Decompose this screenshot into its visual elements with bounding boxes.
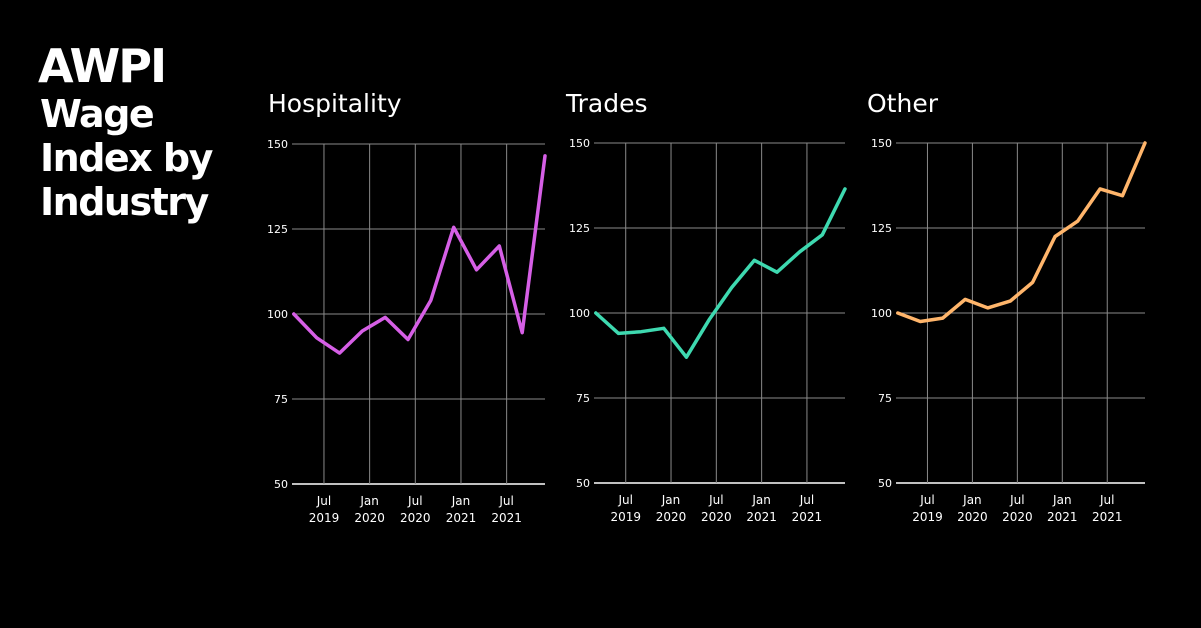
other-ytick-label: 150 — [871, 137, 892, 150]
hospitality-xtick-month: Jul — [498, 494, 513, 508]
hospitality-ytick-label: 125 — [267, 223, 288, 236]
trades-xtick-month: Jul — [617, 493, 632, 507]
trades-ytick-label: 150 — [569, 137, 590, 150]
trades-xtick-month: Jan — [751, 493, 771, 507]
other-xtick-month: Jan — [962, 493, 982, 507]
trades-xtick-year: 2021 — [746, 510, 777, 524]
other-series-line — [896, 141, 1147, 324]
other-xtick-year: 2021 — [1047, 510, 1078, 524]
trades-xtick-year: 2021 — [792, 510, 823, 524]
other-xtick-year: 2020 — [1002, 510, 1033, 524]
hospitality-xtick-year: 2019 — [309, 511, 340, 525]
chart-title-trades: Trades — [566, 89, 648, 118]
hospitality-xtick-year: 2021 — [446, 511, 477, 525]
awpi-logo: AWPI — [38, 39, 167, 88]
other-xtick-year: 2020 — [957, 510, 988, 524]
hospitality-xtick-year: 2020 — [400, 511, 431, 525]
chart-title-hospitality: Hospitality — [268, 89, 402, 118]
hospitality-xtick-month: Jul — [316, 494, 331, 508]
other-ytick-label: 50 — [878, 477, 892, 490]
other-xtick-month: Jul — [919, 493, 934, 507]
other-ytick-label: 125 — [871, 222, 892, 235]
other-xtick-month: Jan — [1052, 493, 1072, 507]
hospitality-xtick-year: 2021 — [491, 511, 522, 525]
hospitality-xtick-month: Jan — [359, 494, 379, 508]
trades-ytick-label: 100 — [569, 307, 590, 320]
trades-xtick-month: Jul — [708, 493, 723, 507]
hospitality-series-line — [292, 154, 547, 355]
other-xtick-month: Jul — [1099, 493, 1114, 507]
trades-series-line — [594, 187, 847, 359]
hospitality-xtick-year: 2020 — [354, 511, 385, 525]
hospitality-xtick-month: Jan — [451, 494, 471, 508]
trades-xtick-year: 2019 — [610, 510, 641, 524]
hospitality-ytick-label: 50 — [274, 478, 288, 491]
trades-ytick-label: 50 — [576, 477, 590, 490]
logo-text: AWPI — [38, 39, 165, 88]
trades-xtick-month: Jul — [799, 493, 814, 507]
other-xtick-year: 2019 — [912, 510, 943, 524]
hospitality-ytick-label: 100 — [267, 308, 288, 321]
other-xtick-year: 2021 — [1092, 510, 1123, 524]
trades-xtick-year: 2020 — [656, 510, 687, 524]
other-xtick-month: Jul — [1009, 493, 1024, 507]
other-ytick-label: 75 — [878, 392, 892, 405]
trades-ytick-label: 125 — [569, 222, 590, 235]
trades-xtick-year: 2020 — [701, 510, 732, 524]
chart-title-other: Other — [867, 89, 938, 118]
trades-xtick-month: Jan — [661, 493, 681, 507]
page-title: Wage Index by Industry — [40, 92, 213, 224]
hospitality-xtick-month: Jul — [407, 494, 422, 508]
trades-ytick-label: 75 — [576, 392, 590, 405]
hospitality-ytick-label: 75 — [274, 393, 288, 406]
hospitality-ytick-label: 150 — [267, 138, 288, 151]
other-ytick-label: 100 — [871, 307, 892, 320]
